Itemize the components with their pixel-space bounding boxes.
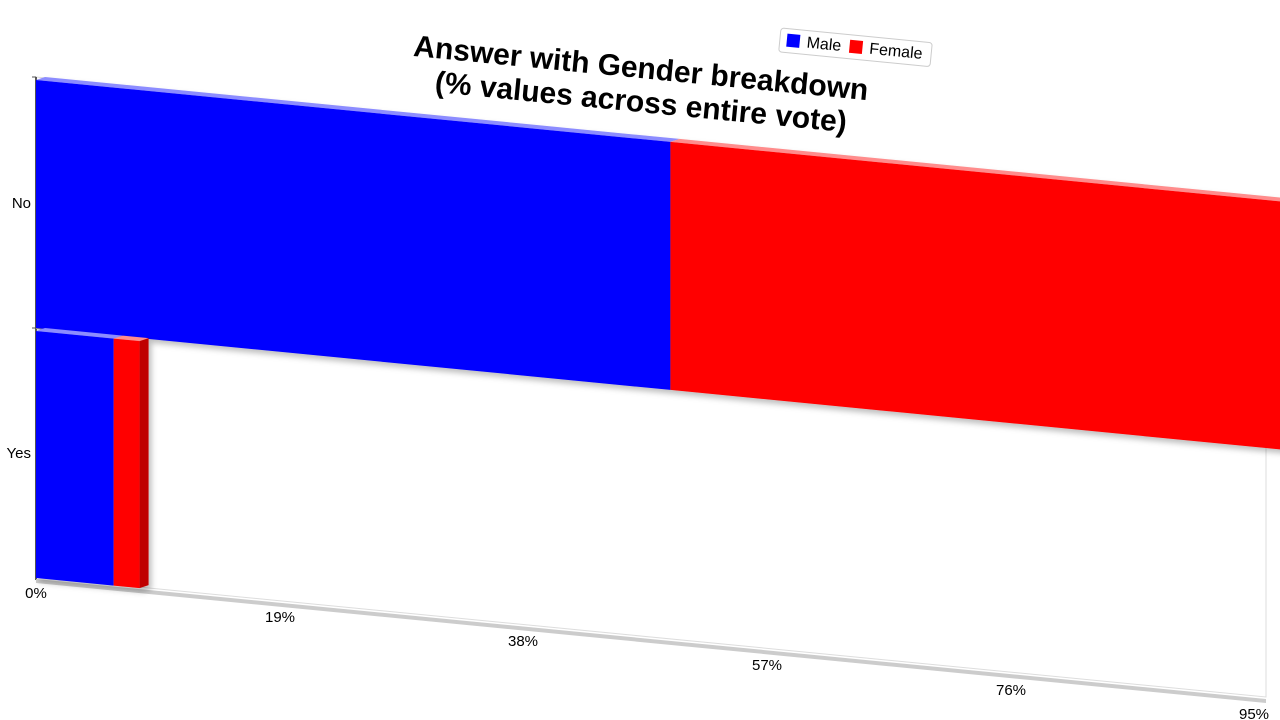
x-tick-label: 19% xyxy=(265,609,295,626)
legend-label-female: Female xyxy=(869,41,924,63)
bar-male-no xyxy=(36,80,671,390)
category-label-no: No xyxy=(12,195,31,212)
bar-group-yes xyxy=(36,328,149,589)
bar-male-yes xyxy=(36,331,114,586)
bar-female-no xyxy=(670,141,1280,450)
bar-male-yes-top xyxy=(36,328,123,339)
bars xyxy=(36,77,1280,589)
x-axis-floor xyxy=(36,579,1266,703)
bar-male-no-top xyxy=(36,77,680,142)
bar-female-yes-side xyxy=(139,338,149,589)
category-label-yes: Yes xyxy=(7,445,31,462)
x-tick-label: 57% xyxy=(752,657,782,674)
x-tick-label: 38% xyxy=(508,633,538,650)
bar-group-no xyxy=(36,77,1280,450)
legend: Male Female xyxy=(778,27,933,67)
legend-label-male: Male xyxy=(806,35,842,55)
x-tick-label: 76% xyxy=(996,682,1026,699)
bar-female-no-top xyxy=(670,138,1280,202)
legend-swatch-female xyxy=(848,39,864,54)
legend-swatch-male xyxy=(786,33,801,48)
x-tick-label: 0% xyxy=(25,585,47,602)
bar-female-yes xyxy=(113,338,140,589)
bar-female-yes-top xyxy=(113,335,149,342)
x-tick-labels: 0% 19% 38% 57% 76% 95% xyxy=(25,585,1269,720)
x-tick-label: 95% xyxy=(1239,706,1269,720)
